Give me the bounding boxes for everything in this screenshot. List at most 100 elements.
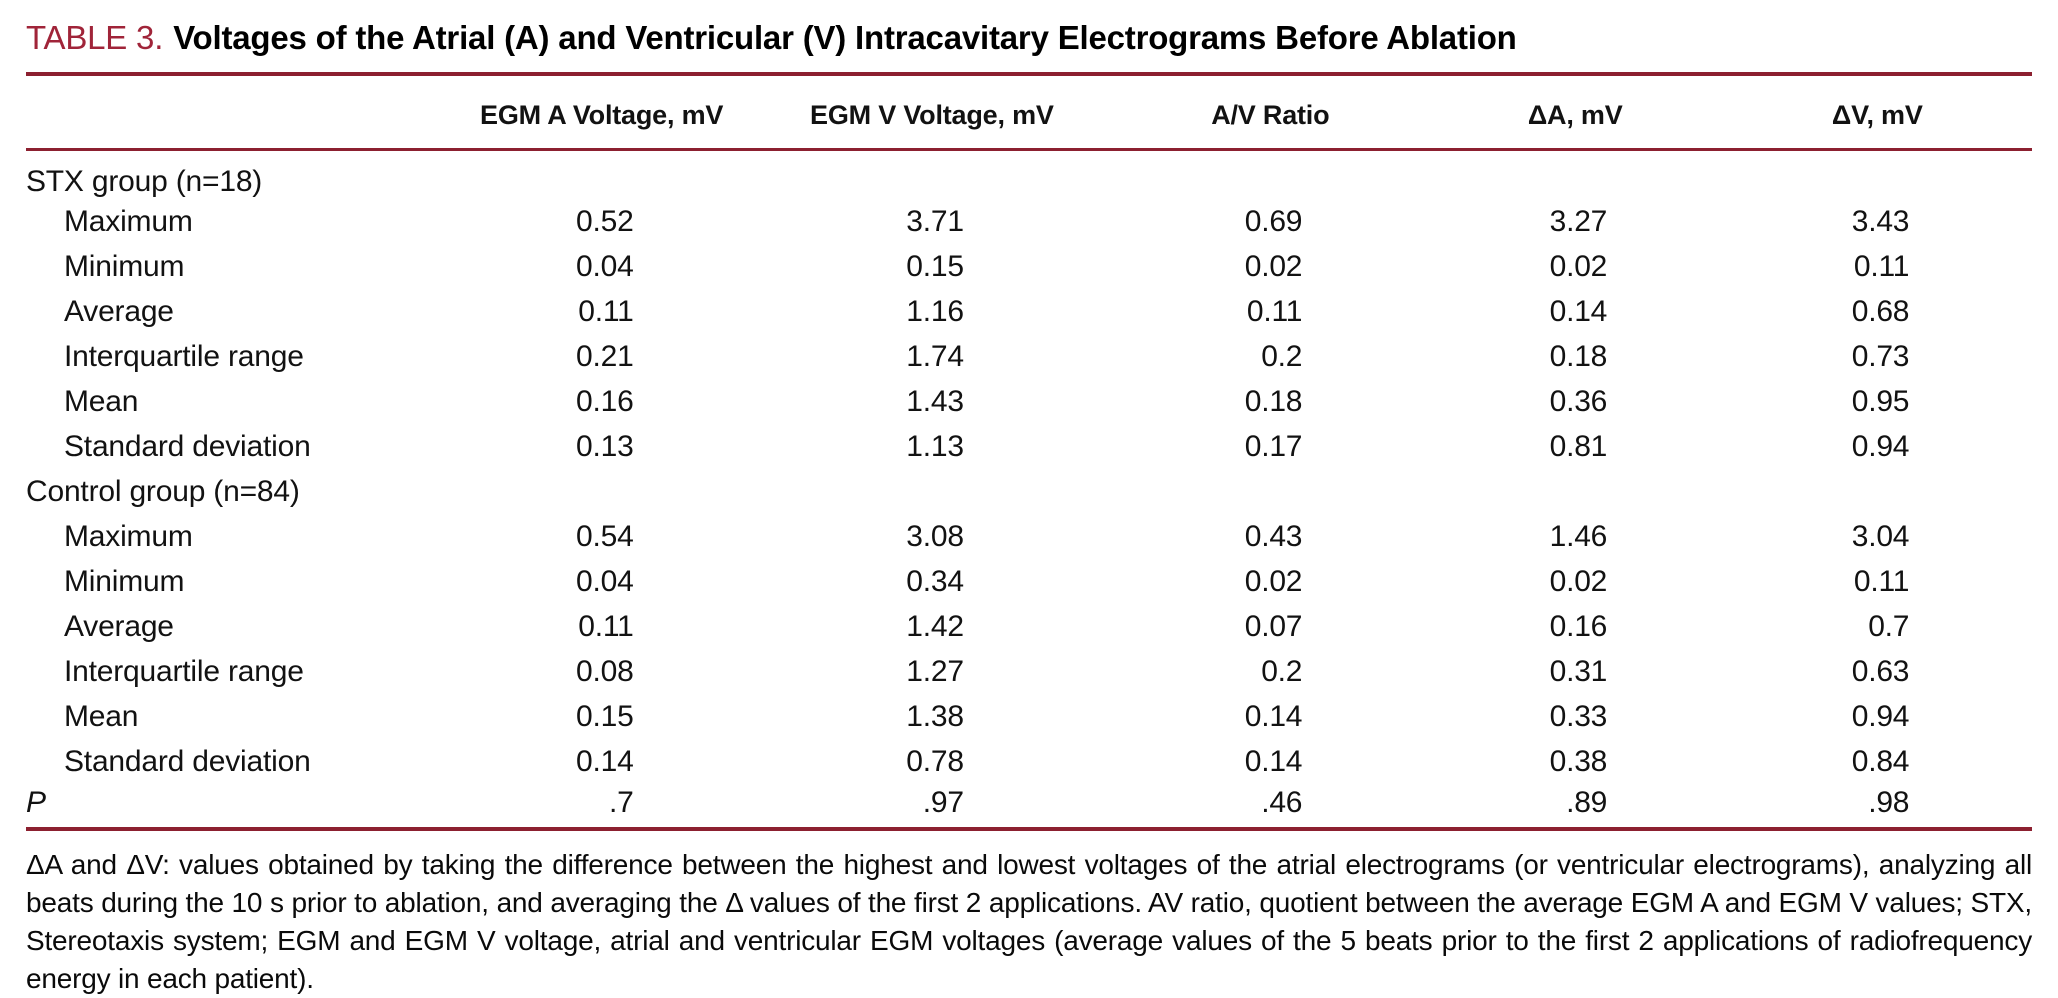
header-av-ratio: A/V Ratio — [1112, 74, 1428, 151]
cell-value: 0.11 — [1853, 249, 1910, 283]
cell-value: 0.94 — [1851, 429, 1910, 463]
cell-value: 1.13 — [906, 429, 964, 463]
cell-value: 0.11 — [578, 609, 634, 643]
cell-value: .7 — [609, 785, 634, 819]
cell-value: 3.27 — [1549, 204, 1608, 238]
data-table: EGM A Voltage, mV EGM V Voltage, mV A/V … — [26, 72, 2032, 831]
cell-value: 1.16 — [906, 294, 964, 328]
table-row: Minimum 0.04 0.34 0.02 0.02 0.11 — [26, 559, 2032, 604]
cell-value: 1.46 — [1549, 519, 1608, 553]
cell-value: 0.13 — [576, 429, 634, 463]
table-row-group-stx: STX group (n=18) — [26, 150, 2032, 200]
cell-value: .98 — [1868, 785, 1910, 819]
row-label: Standard deviation — [64, 429, 311, 463]
table-row: Maximum 0.54 3.08 0.43 1.46 3.04 — [26, 514, 2032, 559]
cell-value: 0.68 — [1851, 294, 1910, 328]
cell-value: 0.54 — [576, 519, 634, 553]
table-row: Minimum 0.04 0.15 0.02 0.02 0.11 — [26, 244, 2032, 289]
cell-value: 0.17 — [1244, 429, 1303, 463]
cell-value: 0.63 — [1851, 654, 1910, 688]
header-egm-a-voltage: EGM A Voltage, mV — [452, 74, 751, 151]
cell-value: 0.16 — [1549, 609, 1608, 643]
cell-value: 0.34 — [906, 564, 964, 598]
cell-value: 0.02 — [1244, 564, 1303, 598]
cell-value: 0.14 — [1244, 699, 1303, 733]
cell-value: 0.11 — [1246, 294, 1303, 328]
table-header-row: EGM A Voltage, mV EGM V Voltage, mV A/V … — [26, 74, 2032, 151]
cell-value: 1.74 — [906, 339, 964, 373]
table-row-group-control: Control group (n=84) — [26, 469, 2032, 514]
cell-value: 0.52 — [576, 204, 634, 238]
table-footnote: ΔA and ΔV: values obtained by taking the… — [26, 849, 2032, 994]
cell-value: 0.18 — [1549, 339, 1608, 373]
cell-value: 3.08 — [906, 519, 964, 553]
cell-value: 0.04 — [576, 564, 634, 598]
table-row-p-value: P .7 .97 .46 .89 .98 — [26, 784, 2032, 829]
header-delta-v: ΔV, mV — [1722, 74, 2032, 151]
cell-value: 0.43 — [1244, 519, 1303, 553]
cell-value: 0.36 — [1549, 384, 1608, 418]
table-title-text: Voltages of the Atrial (A) and Ventricul… — [173, 19, 1517, 56]
cell-value: 0.14 — [576, 744, 634, 778]
cell-value: 0.11 — [1853, 564, 1910, 598]
cell-value: 0.81 — [1549, 429, 1608, 463]
table-row: Standard deviation 0.14 0.78 0.14 0.38 0… — [26, 739, 2032, 784]
cell-value: 0.04 — [576, 249, 634, 283]
cell-value: 0.02 — [1549, 564, 1608, 598]
cell-value: 1.42 — [906, 609, 964, 643]
cell-value: 3.71 — [906, 204, 964, 238]
cell-value: 0.78 — [906, 744, 964, 778]
cell-value: 0.18 — [1244, 384, 1303, 418]
cell-value: 0.69 — [1244, 204, 1303, 238]
table-row: Average 0.11 1.42 0.07 0.16 0.7 — [26, 604, 2032, 649]
header-delta-a: ΔA, mV — [1427, 74, 1723, 151]
table-row: Maximum 0.52 3.71 0.69 3.27 3.43 — [26, 199, 2032, 244]
cell-value: 0.08 — [576, 654, 634, 688]
cell-value: 0.38 — [1549, 744, 1608, 778]
cell-value: 0.15 — [576, 699, 634, 733]
row-label: Mean — [64, 699, 139, 733]
cell-value: 0.31 — [1549, 654, 1608, 688]
cell-value: 0.2 — [1261, 654, 1303, 688]
row-label: STX group (n=18) — [26, 165, 263, 198]
table-row: Interquartile range 0.08 1.27 0.2 0.31 0… — [26, 649, 2032, 694]
cell-value: 0.73 — [1851, 339, 1910, 373]
cell-value: 0.33 — [1549, 699, 1608, 733]
cell-value: 0.7 — [1868, 609, 1910, 643]
cell-value: 0.95 — [1851, 384, 1910, 418]
cell-value: 1.27 — [906, 654, 964, 688]
table-row: Mean 0.15 1.38 0.14 0.33 0.94 — [26, 694, 2032, 739]
table-row: Standard deviation 0.13 1.13 0.17 0.81 0… — [26, 424, 2032, 469]
table-row: Interquartile range 0.21 1.74 0.2 0.18 0… — [26, 334, 2032, 379]
cell-value: 0.02 — [1244, 249, 1303, 283]
row-label: Average — [64, 294, 174, 328]
cell-value: .97 — [922, 785, 964, 819]
row-label: Minimum — [64, 249, 185, 283]
cell-value: 1.43 — [906, 384, 964, 418]
row-label: Maximum — [64, 519, 193, 553]
table-row: Mean 0.16 1.43 0.18 0.36 0.95 — [26, 379, 2032, 424]
row-label: Interquartile range — [64, 654, 304, 688]
cell-value: 0.14 — [1549, 294, 1608, 328]
cell-value: 0.02 — [1549, 249, 1608, 283]
row-label: Control group (n=84) — [26, 474, 300, 508]
cell-value: 0.21 — [576, 339, 634, 373]
cell-value: 0.84 — [1851, 744, 1910, 778]
cell-value: 0.2 — [1261, 339, 1303, 373]
cell-value: 0.16 — [576, 384, 634, 418]
row-label: Maximum — [64, 204, 193, 238]
row-label: Interquartile range — [64, 339, 304, 373]
cell-value: 0.94 — [1851, 699, 1910, 733]
row-label: Minimum — [64, 564, 185, 598]
cell-value: 0.07 — [1244, 609, 1303, 643]
row-label: Average — [64, 609, 174, 643]
cell-value: 1.38 — [906, 699, 964, 733]
cell-value: 0.15 — [906, 249, 964, 283]
cell-value: 3.04 — [1851, 519, 1910, 553]
cell-value: 0.11 — [578, 294, 634, 328]
header-empty-cell — [26, 74, 453, 151]
row-label: Mean — [64, 384, 139, 418]
cell-value: .46 — [1261, 785, 1303, 819]
cell-value: .89 — [1566, 785, 1608, 819]
